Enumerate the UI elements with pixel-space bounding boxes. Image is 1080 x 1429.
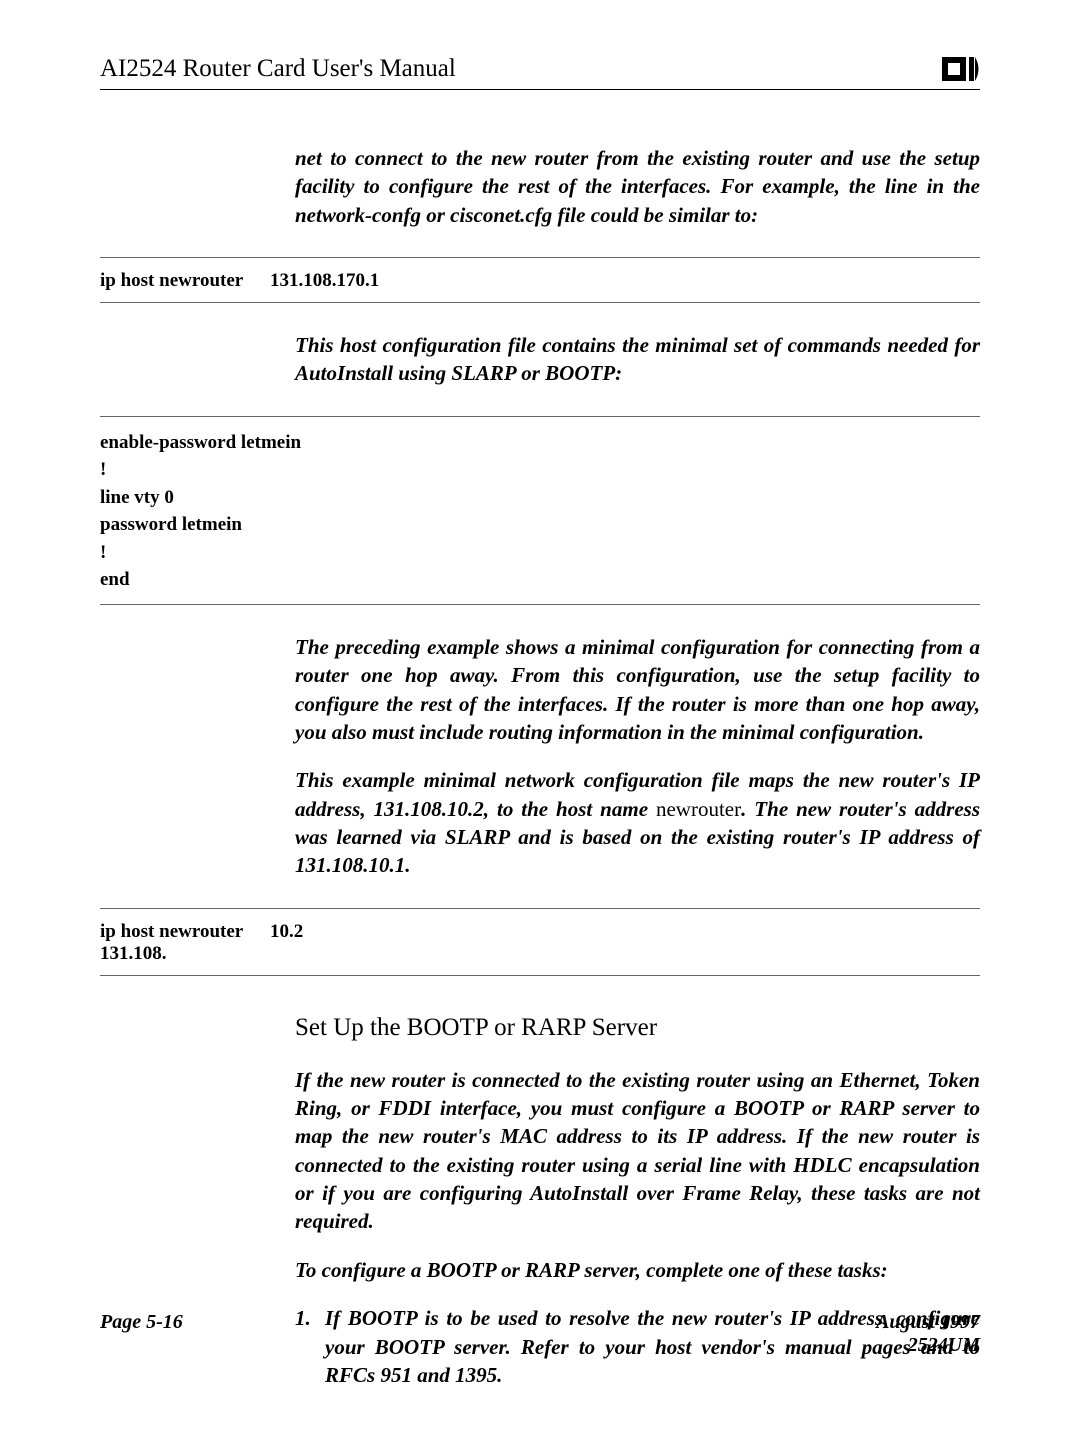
code-label-3: ip host newrouter 131.108. <box>100 921 270 965</box>
page-header: AI2524 Router Card User's Manual <box>100 55 980 83</box>
paragraph-3: The preceding example shows a minimal co… <box>295 633 980 746</box>
footer-docid: 2524UM <box>876 1334 980 1357</box>
footer-right: August 1997 2524UM <box>876 1311 980 1357</box>
hostname-literal: newrouter <box>656 797 741 821</box>
section-heading: Set Up the BOOTP or RARP Server <box>295 1014 980 1042</box>
code-rule-bottom-3 <box>100 975 980 976</box>
code-block-3: ip host newrouter 131.108. 10.2 <box>100 909 980 975</box>
code-label: ip host newrouter <box>100 270 270 292</box>
paragraph-6: To configure a BOOTP or RARP server, com… <box>295 1256 980 1284</box>
footer-date: August 1997 <box>876 1311 980 1334</box>
paragraph-2: This host configuration file contains th… <box>295 331 980 388</box>
code-value-3: 10.2 <box>270 921 980 965</box>
header-title: AI2524 Router Card User's Manual <box>100 55 456 83</box>
code-value: 131.108.170.1 <box>270 270 980 292</box>
document-page: AI2524 Router Card User's Manual net to … <box>0 0 1080 1429</box>
paragraph-1: net to connect to the new router from th… <box>295 144 980 229</box>
paragraph-5: If the new router is connected to the ex… <box>295 1066 980 1236</box>
company-logo-icon <box>942 57 980 81</box>
paragraph-4: This example minimal network configurati… <box>295 766 980 879</box>
page-footer: Page 5-16 August 1997 2524UM <box>100 1311 980 1357</box>
code-block-1: ip host newrouter 131.108.170.1 <box>100 258 980 302</box>
code-block-2: enable-password letmein ! line vty 0 pas… <box>100 417 980 604</box>
footer-page-number: Page 5-16 <box>100 1311 183 1357</box>
